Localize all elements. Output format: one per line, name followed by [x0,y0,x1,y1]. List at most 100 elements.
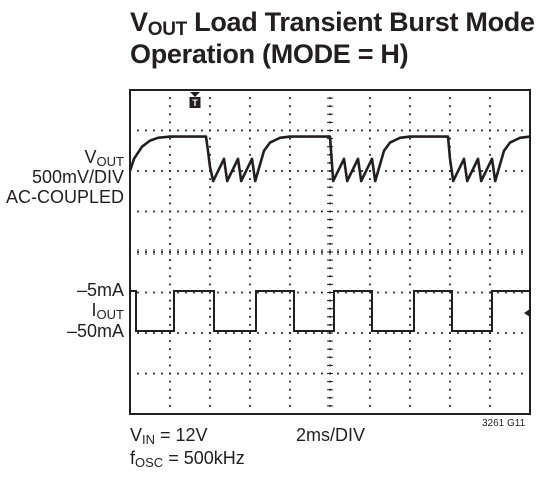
grid-dot [489,364,491,367]
grid-dot [417,291,419,294]
grid-dot [409,97,411,99]
grid-dot [489,348,491,351]
iout-low-label: –50mA [66,321,124,341]
grid-dot [409,234,411,237]
grid-dot [449,226,451,229]
grid-dot [369,243,371,245]
grid-dot [321,291,323,294]
grid-dot [249,356,251,359]
grid-dot [489,380,491,383]
grid-dot [425,291,427,294]
grid-dot [505,129,507,132]
grid-dot [313,332,315,334]
grid-dot [313,129,315,132]
grid-dot [473,332,475,334]
grid-dot [297,210,299,213]
grid-dot [369,267,371,270]
grid-dot [369,186,371,189]
grid-dot [249,178,251,180]
grid-dot [257,129,259,132]
grid-dot [521,372,523,375]
grid-dot [489,226,491,229]
grid-dot [289,372,291,375]
vin-label-rest: = 12V [155,425,208,445]
grid-dot [433,291,435,294]
grid-dot [217,129,219,132]
grid-dot [385,129,387,132]
grid-dot [201,210,203,213]
grid-dot [137,170,139,172]
vout-label: VOUT [10,147,124,168]
grid-dot [409,202,411,205]
grid-dot [169,348,171,351]
title-sub: OUT [147,19,188,40]
grid-dot [145,170,147,172]
grid-dot [409,405,411,407]
grid-dot [209,340,211,342]
grid-dot [449,210,451,213]
grid-dot [441,372,443,375]
title-v: V [130,7,148,37]
grid-dot [249,210,251,213]
grid-dot [169,137,171,140]
grid-dot [153,129,155,132]
grid-dot [449,267,451,270]
grid-dot [393,210,395,213]
grid-dot [489,186,491,189]
grid-dot [449,348,451,351]
grid-dot [409,226,411,229]
grid-dot [449,202,451,205]
grid-dot [169,226,171,229]
grid-dot [257,372,259,375]
grid-dot [289,405,291,407]
grid-dot [409,299,411,302]
iout-high-label: –5mA [76,280,124,300]
grid-dot [449,396,451,399]
grid-dot [265,291,267,294]
grid-dot [409,275,411,278]
grid-dot [369,170,371,172]
grid-dot [409,307,411,310]
grid-dot [489,340,491,342]
grid-dot [401,332,403,334]
grid-dot [361,291,363,294]
grid-dot [225,129,227,132]
grid-dot [369,145,371,148]
grid-dot [201,332,203,334]
grid-dot [297,332,299,334]
grid-dot [241,210,243,213]
grid-dot [273,210,275,213]
grid-dot [193,210,195,213]
grid-dot [481,291,483,294]
fosc-label-sub: OSC [135,455,164,470]
grid-dot [169,388,171,391]
grid-dot [169,178,171,180]
grid-dot [489,194,491,197]
grid-dot [489,405,491,407]
grid-dot [353,210,355,213]
grid-dot [497,372,499,375]
grid-dot [441,210,443,213]
grid-dot [185,291,187,294]
grid-dot [161,332,163,334]
grid-dot [489,97,491,99]
grid-dot [457,332,459,334]
grid-dot [409,153,411,156]
grid-dot [377,210,379,213]
grid-dot [449,121,451,124]
grid-dot [369,275,371,278]
grid-dot [209,291,211,294]
grid-dot [473,170,475,172]
grid-dot [209,372,211,375]
grid-dot [417,372,419,375]
grid-dot [401,291,403,294]
title-rest: Load Transient Burst Mode [186,7,535,37]
grid-dot [185,129,187,132]
grid-dot [137,291,139,294]
grid-dot [337,372,339,375]
grid-dot [249,372,251,375]
grid-dot [225,291,227,294]
grid-dot [289,145,291,148]
grid-dot [457,129,459,132]
grid-dot [305,170,307,172]
